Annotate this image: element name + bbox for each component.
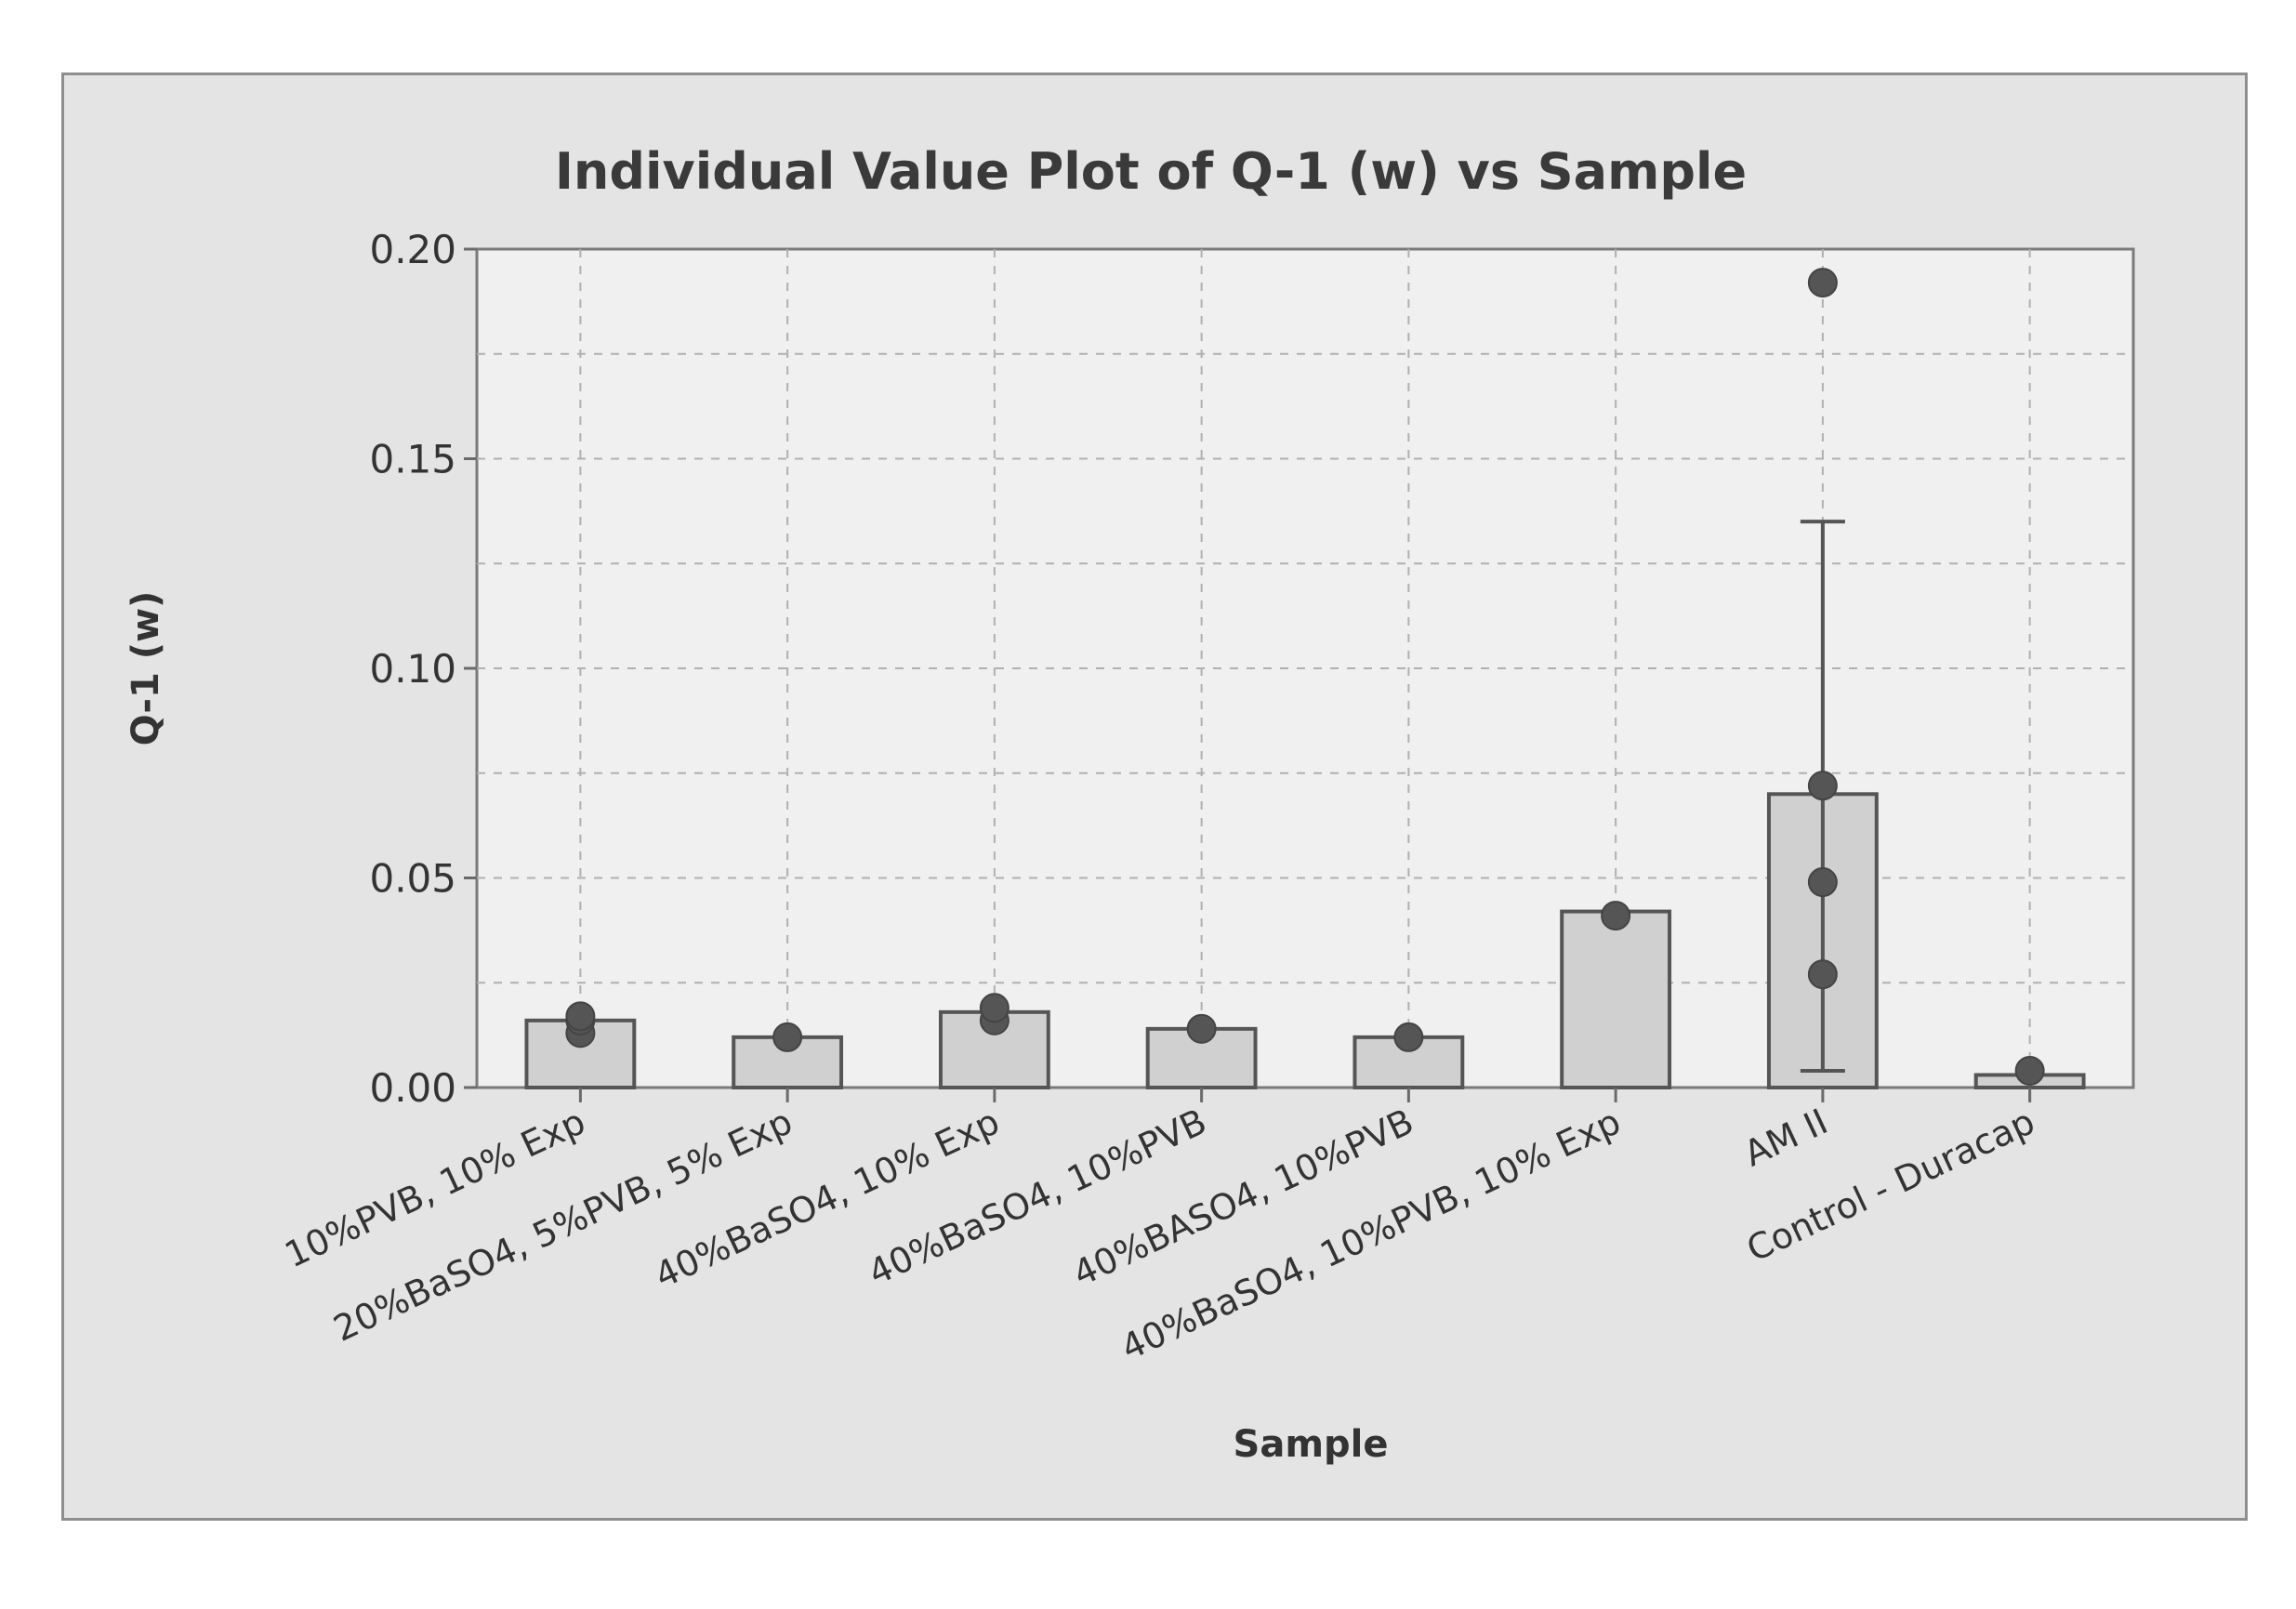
data-point (1188, 1015, 1216, 1043)
y-tick-label: 0.00 (369, 1065, 456, 1111)
data-point (773, 1023, 801, 1051)
y-tick-label: 0.05 (369, 856, 456, 902)
bar (1562, 912, 1669, 1088)
data-point (1394, 1023, 1422, 1051)
x-axis-label: Sample (1234, 1423, 1389, 1466)
data-point (1602, 902, 1630, 930)
data-point (1809, 269, 1837, 297)
x-tick-label: 40%BaSO4, 10%PVB (862, 1101, 1212, 1293)
x-tick-label: 40%BaSO4, 10% Exp (649, 1101, 1006, 1296)
data-point (2016, 1057, 2044, 1085)
data-point (981, 994, 1009, 1022)
chart-title: Individual Value Plot of Q-1 (w) vs Samp… (555, 142, 1747, 201)
x-tick-label: AM II (1738, 1101, 1834, 1174)
data-point (1809, 868, 1837, 896)
y-axis-label: Q-1 (w) (125, 591, 167, 746)
y-tick-label: 0.20 (369, 227, 456, 272)
y-tick-label: 0.15 (369, 437, 456, 482)
data-point (566, 1002, 594, 1030)
x-tick-label: 40%BASO4, 10%PVB (1067, 1101, 1420, 1294)
data-point (1809, 960, 1837, 988)
data-point (1809, 772, 1837, 799)
y-tick-label: 0.10 (369, 646, 456, 692)
